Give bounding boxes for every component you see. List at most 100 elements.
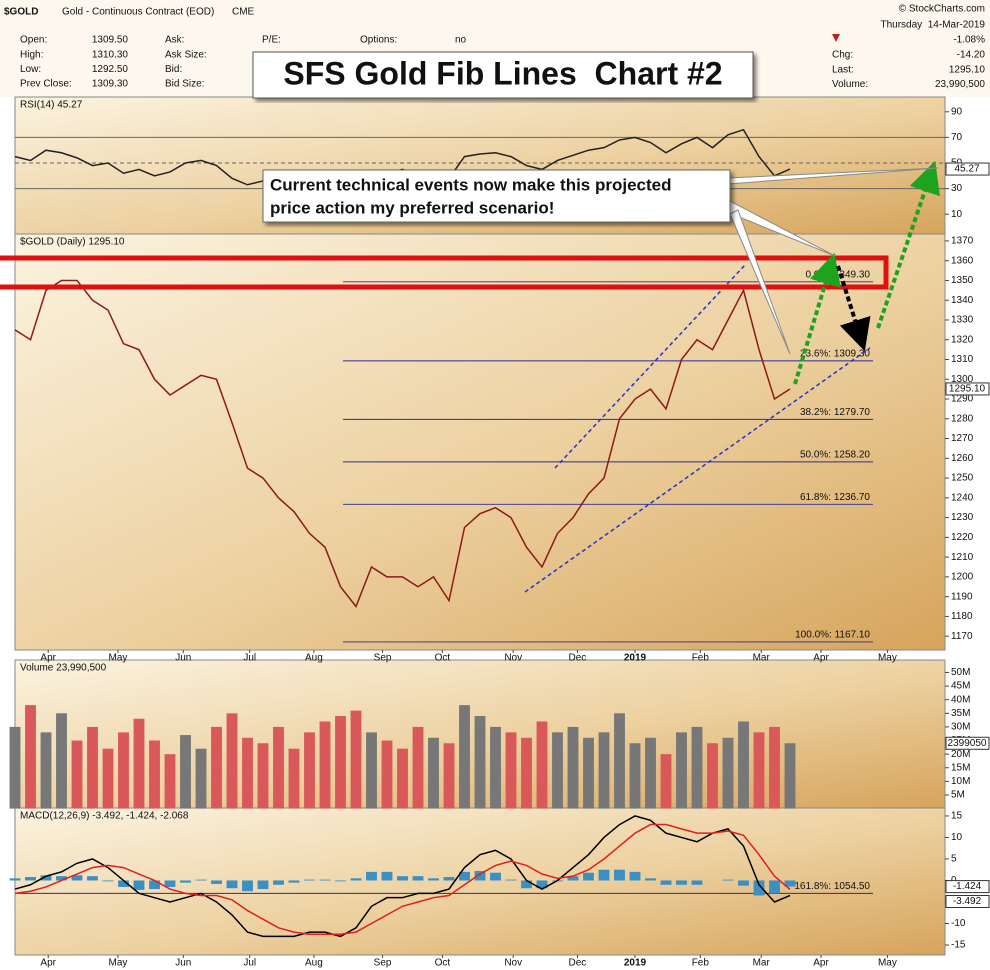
histogram-bar: [71, 875, 83, 881]
histogram-bar: [629, 871, 641, 881]
y-tick-label: 45M: [951, 681, 970, 692]
copyright: © StockCharts.com: [899, 4, 985, 15]
down-triangle: [832, 34, 840, 42]
y-tick-label: 50M: [951, 667, 970, 678]
volume-bar: [87, 726, 98, 809]
field-value: 1310.30: [92, 49, 129, 60]
histogram-bar: [691, 880, 703, 885]
y-tick-label: 1260: [951, 453, 974, 464]
volume-bar: [645, 737, 656, 809]
instrument: Gold - Continuous Contract (EOD): [62, 7, 214, 18]
x-tick-label: Jun: [175, 958, 191, 969]
chart-title: SFS Gold Fib Lines Chart #2: [283, 55, 722, 91]
histogram-bar: [614, 869, 625, 881]
y-tick-label: 1220: [951, 532, 974, 543]
y-tick-label: 1360: [951, 255, 974, 266]
y-tick-label: 90: [951, 106, 963, 117]
volume-bar: [335, 716, 346, 809]
y-tick-label: 30: [951, 183, 963, 194]
histogram-bar: [443, 877, 455, 881]
fib-label: 100.0%: 1167.10: [795, 630, 870, 641]
x-tick-label: 2019: [624, 653, 647, 664]
y-tick-label: 1210: [951, 552, 974, 563]
histogram-bar: [118, 880, 129, 887]
fib-label: 61.8%: 1236.70: [800, 492, 870, 503]
field-label: Options:: [360, 35, 397, 46]
volume-bar: [412, 726, 424, 809]
y-tick-label: 15M: [951, 762, 970, 773]
histogram-bar: [769, 880, 780, 894]
series-line: [14, 823, 791, 935]
y-tick-label: 1310: [951, 354, 974, 365]
histogram-bar: [257, 880, 269, 890]
histogram-bar: [722, 879, 734, 881]
volume-bar: [71, 740, 83, 809]
histogram-bar: [428, 878, 439, 881]
histogram-bar: [25, 877, 36, 881]
histogram-bar: [598, 869, 610, 881]
x-tick-label: Dec: [569, 958, 587, 969]
x-tick-label: Sep: [374, 958, 392, 969]
y-tick-label: 1200: [951, 572, 974, 583]
fib-label: 50.0%: 1258.20: [800, 450, 870, 461]
y-tick-label: -15: [951, 940, 966, 951]
volume-bar: [25, 705, 36, 809]
histogram-bar: [459, 871, 470, 881]
histogram-bar: [56, 876, 67, 881]
volume-bar: [288, 748, 300, 809]
volume-bar: [9, 726, 21, 809]
volume-bar: [443, 743, 455, 809]
histogram-bar: [676, 880, 687, 885]
y-tick-label: 1320: [951, 334, 974, 345]
x-tick-label: Aug: [305, 653, 323, 664]
y-tick-label: -10: [951, 918, 966, 929]
projection-arrow: [836, 265, 871, 352]
histogram-bar: [412, 876, 424, 881]
histogram-bar: [304, 879, 315, 881]
volume-bar: [583, 737, 594, 809]
last-value: 2399050: [948, 738, 987, 749]
fib-label: 23.6%: 1309.30: [800, 349, 870, 360]
last-value: -3.492: [953, 896, 982, 907]
field-label: High:: [20, 49, 43, 60]
histogram-bar: [335, 880, 346, 882]
x-tick-label: Jul: [243, 958, 256, 969]
volume-bar: [428, 737, 439, 809]
histogram-bar: [195, 879, 207, 881]
y-tick-label: 5: [951, 854, 957, 865]
callout-box: [262, 169, 731, 223]
field-label: Volume:: [832, 79, 868, 90]
x-tick-label: Sep: [374, 653, 392, 664]
x-tick-label: Apr: [40, 653, 56, 664]
volume-bar: [304, 732, 315, 809]
histogram-bar: [273, 880, 284, 885]
histogram-bar: [133, 880, 145, 890]
volume-bar: [567, 726, 579, 809]
histogram-bar: [102, 880, 114, 882]
panel-label: $GOLD (Daily) 1295.10: [20, 237, 125, 248]
y-tick-label: 1230: [951, 512, 974, 523]
histogram-bar: [350, 878, 362, 881]
y-tick-label: 40M: [951, 694, 970, 705]
projection-arrow: [876, 160, 940, 329]
histogram-bar: [753, 880, 765, 896]
y-tick-label: 35M: [951, 708, 970, 719]
y-tick-label: 1170: [951, 631, 973, 642]
y-tick-label: 10: [951, 209, 963, 220]
field-label: Ask:: [165, 35, 184, 46]
volume-bar: [722, 737, 734, 809]
volume-bar: [273, 726, 284, 809]
field-label: Prev Close:: [20, 79, 72, 90]
volume-bar: [226, 713, 238, 809]
x-tick-label: Jun: [175, 653, 191, 664]
volume-bar: [784, 743, 796, 809]
title-box: [252, 51, 754, 99]
last-value-box: [945, 736, 990, 750]
volume-bar: [319, 721, 331, 809]
x-tick-label: May: [109, 653, 128, 664]
price-panel: [14, 233, 946, 651]
volume-bar: [691, 726, 703, 809]
histogram-bar: [319, 879, 331, 881]
volume-bar: [102, 748, 114, 809]
histogram-bar: [381, 871, 393, 881]
